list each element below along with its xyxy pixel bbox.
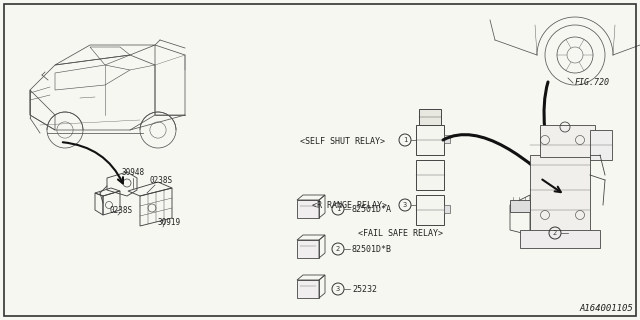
Text: FIG.720: FIG.720 xyxy=(575,78,610,87)
Bar xyxy=(444,205,450,213)
Bar xyxy=(530,155,590,235)
Text: 1: 1 xyxy=(336,206,340,212)
Bar xyxy=(416,160,444,190)
Text: 0238S: 0238S xyxy=(150,176,173,185)
Text: 30919: 30919 xyxy=(158,218,181,227)
Text: <SELF SHUT RELAY>: <SELF SHUT RELAY> xyxy=(300,138,385,147)
Text: <R RANGE RELAY>: <R RANGE RELAY> xyxy=(312,202,387,211)
Bar xyxy=(297,240,319,258)
Bar xyxy=(510,200,530,212)
Text: 2: 2 xyxy=(553,230,557,236)
Bar xyxy=(416,195,444,225)
Text: 82501D*A: 82501D*A xyxy=(352,204,392,213)
Bar xyxy=(419,109,441,125)
Bar xyxy=(416,125,444,155)
Text: 3: 3 xyxy=(336,286,340,292)
Bar xyxy=(444,135,450,143)
Text: 82501D*B: 82501D*B xyxy=(352,244,392,253)
Text: 0238S: 0238S xyxy=(110,206,133,215)
Bar xyxy=(590,130,612,160)
Bar xyxy=(297,200,319,218)
Bar xyxy=(297,280,319,298)
Text: 2: 2 xyxy=(336,246,340,252)
Text: 30948: 30948 xyxy=(122,168,145,177)
Bar xyxy=(520,230,600,248)
Text: 1: 1 xyxy=(403,137,407,143)
Text: 3: 3 xyxy=(403,202,407,208)
Bar xyxy=(540,125,595,157)
Text: 25232: 25232 xyxy=(352,284,377,293)
Text: <FAIL SAFE RELAY>: <FAIL SAFE RELAY> xyxy=(358,228,443,237)
Text: A164001105: A164001105 xyxy=(579,304,633,313)
